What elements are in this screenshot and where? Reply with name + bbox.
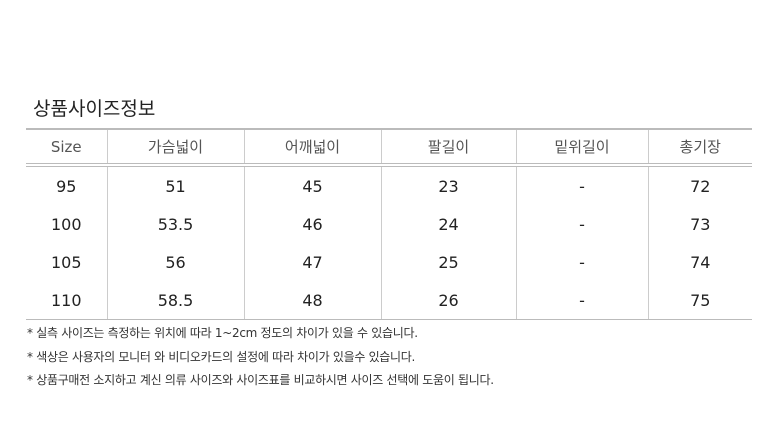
note: * 실측 사이즈는 측정하는 위치에 따라 1~2cm 정도의 차이가 있을 수…: [27, 326, 418, 340]
table-cell: 24: [380, 205, 516, 243]
header-rise: 밑위길이: [515, 128, 648, 167]
table-cell: 58.5: [106, 281, 244, 320]
table-cell: 53.5: [106, 205, 244, 243]
header-size: Size: [26, 128, 107, 167]
table-cell: -: [515, 205, 648, 243]
table-cell: -: [515, 243, 648, 281]
table-cell: 100: [50, 214, 82, 234]
table-cell: 46: [243, 205, 381, 243]
header-sleeve: 팔길이: [380, 128, 516, 167]
header-chest: 가슴넓이: [106, 128, 244, 167]
table-cell: 48: [243, 281, 381, 320]
table-cell: 26: [380, 281, 516, 320]
table-cell: 51: [106, 165, 244, 205]
note: * 상품구매전 소지하고 계신 의류 사이즈와 사이즈표를 비교하시면 사이즈 …: [27, 373, 494, 387]
table-cell: 23: [380, 165, 516, 205]
table-row: 110 58.5 48 26-75: [26, 281, 752, 320]
table-cell: -: [515, 165, 648, 205]
table-row: 105 56 47 25-74: [26, 243, 752, 281]
table-cell: 74: [647, 243, 752, 281]
table-header-row: Size 가슴넓이 어깨넓이 팔길이 밑위길이 총기장: [26, 128, 752, 167]
header-shoulder: 어깨넓이: [243, 128, 381, 167]
table-cell: 95: [56, 176, 77, 196]
table-cell: 72: [647, 165, 752, 205]
table-row: 95 51 45 23-72: [26, 165, 752, 205]
table-cell: 105: [50, 252, 82, 272]
table-cell: 25: [380, 243, 516, 281]
table-row: 100 53.5 46 24-73: [26, 205, 752, 243]
page-title: 상품사이즈정보: [33, 98, 156, 120]
header-length: 총기장: [647, 128, 752, 167]
notes: * 실측 사이즈는 측정하는 위치에 따라 1~2cm 정도의 차이가 있을 수…: [27, 322, 494, 393]
table-cell: 45: [243, 165, 381, 205]
table-cell: 73: [647, 205, 752, 243]
table-cell: 56: [106, 243, 244, 281]
table-cell: -: [515, 281, 648, 320]
table-cell: 75: [647, 281, 752, 320]
note: * 색상은 사용자의 모니터 와 비디오카드의 설정에 따라 차이가 있을수 있…: [27, 349, 416, 364]
size-table: Size 가슴넓이 어깨넓이 팔길이 밑위길이 총기장 95 51 45 23-72 1…: [26, 128, 752, 320]
table-cell: 47: [243, 243, 381, 281]
table-cell: 110: [26, 281, 107, 320]
